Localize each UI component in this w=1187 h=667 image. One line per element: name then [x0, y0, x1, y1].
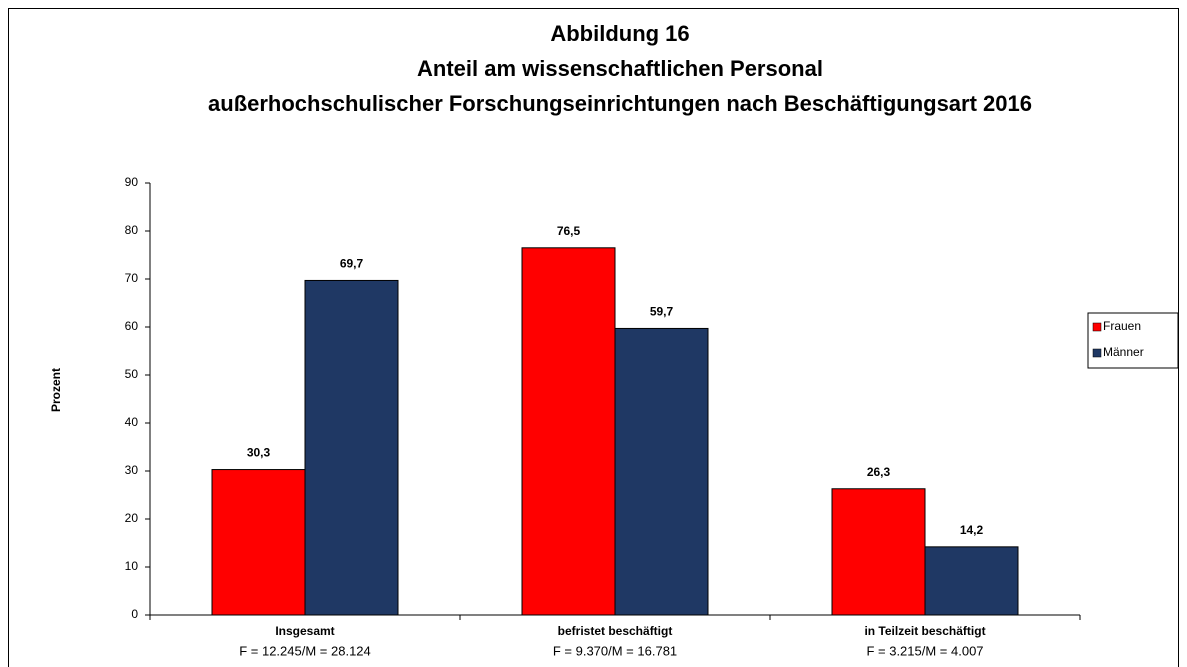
- y-tick-label: 30: [125, 463, 139, 477]
- y-tick-label: 70: [125, 271, 139, 285]
- bar: [614, 327, 709, 616]
- x-tick-label: in Teilzeit beschäftigt: [864, 624, 985, 638]
- x-tick-label: befristet beschäftigt: [558, 624, 673, 638]
- chart-title: Anteil am wissenschaftlichen Personal: [417, 56, 823, 81]
- data-label: 30,3: [247, 446, 271, 460]
- x-tick-label: Insgesamt: [275, 624, 334, 638]
- legend-swatch: [1092, 322, 1102, 332]
- y-tick-label: 40: [125, 415, 139, 429]
- bar: [831, 488, 926, 616]
- x-tick-note: F = 12.245/M = 28.124: [239, 643, 371, 658]
- data-label: 76,5: [557, 224, 581, 238]
- y-tick-label: 50: [125, 367, 139, 381]
- data-label: 59,7: [650, 305, 674, 319]
- y-tick-label: 60: [125, 319, 139, 333]
- y-tick-label: 0: [131, 607, 138, 621]
- chart-title: außerhochschulischer Forschungseinrichtu…: [208, 91, 1032, 116]
- data-label: 26,3: [867, 465, 891, 479]
- bar: [211, 469, 306, 616]
- y-tick-label: 80: [125, 223, 139, 237]
- data-label: 14,2: [960, 523, 984, 537]
- legend-box: [1087, 312, 1179, 369]
- bar: [924, 546, 1019, 616]
- data-label: 69,7: [340, 257, 364, 271]
- legend-swatch: [1092, 348, 1102, 358]
- bar: [521, 247, 616, 616]
- x-tick-note: F = 3.215/M = 4.007: [866, 643, 983, 658]
- y-tick-label: 20: [125, 511, 139, 525]
- bar: [304, 279, 399, 616]
- y-axis-label: Prozent: [49, 368, 63, 412]
- y-tick-label: 10: [125, 559, 139, 573]
- legend-label: Frauen: [1103, 319, 1141, 333]
- legend-label: Männer: [1103, 345, 1144, 359]
- x-tick-note: F = 9.370/M = 16.781: [553, 643, 677, 658]
- y-tick-label: 90: [125, 175, 139, 189]
- chart-title: Abbildung 16: [550, 21, 689, 46]
